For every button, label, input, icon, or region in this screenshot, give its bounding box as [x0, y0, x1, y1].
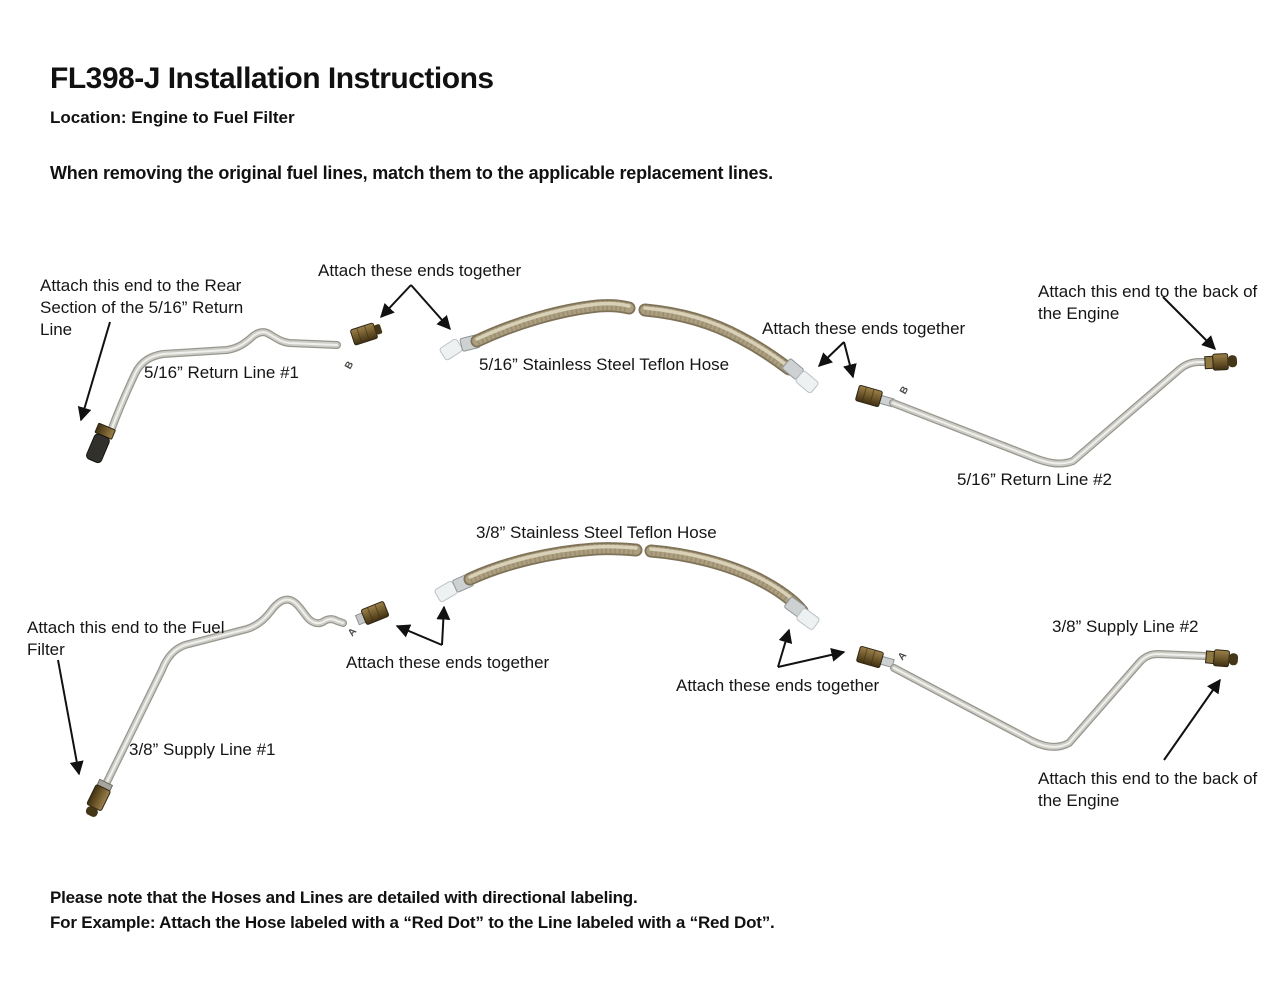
label-hose-5-16: 5/16” Stainless Steel Teflon Hose — [479, 355, 730, 374]
teflon-hose-5-16 — [439, 299, 819, 394]
label-supply-line-1: 3/8” Supply Line #1 — [129, 740, 276, 759]
annotation-attach-engine-bottom: Attach this end to the back of the Engin… — [1038, 768, 1268, 812]
arrow-fuel-filter — [57, 659, 84, 776]
annotation-line: Attach this end to the back of — [1038, 282, 1258, 301]
annotation-attach-engine-top: Attach this end to the back of the Engin… — [1038, 281, 1268, 325]
label-hose-3-8: 3/8” Stainless Steel Teflon Hose — [476, 523, 717, 542]
annotation-line: Filter — [27, 640, 65, 659]
arrow-rear-section — [77, 321, 111, 422]
supply-line-1-end-fitting — [85, 778, 114, 817]
location-subtitle: Location: Engine to Fuel Filter — [50, 108, 295, 127]
arrow-join3-up — [436, 605, 451, 646]
intro-instruction: When removing the original fuel lines, m… — [50, 163, 773, 183]
annotation-line: the Engine — [1038, 304, 1120, 323]
arrow-join2-right — [843, 341, 857, 379]
arrow-join4-up — [777, 628, 793, 668]
junction3-brass-fitting — [354, 601, 390, 626]
label-return-line-1: 5/16” Return Line #1 — [144, 363, 299, 382]
supply-line-1 — [85, 595, 347, 817]
annotation-attach-together-bottom-left: Attach these ends together — [346, 653, 550, 672]
supply-line-2 — [890, 649, 1239, 751]
annotation-line: Attach this end to the Fuel — [27, 618, 225, 637]
hose-3-8-right-cap — [796, 608, 820, 630]
page-title: FL398-J Installation Instructions — [50, 62, 494, 95]
footer-note-line1: Please note that the Hoses and Lines are… — [50, 888, 638, 907]
arrow-join4-right — [777, 647, 846, 668]
junction4-brass-fitting — [856, 645, 895, 669]
return-line-2-engine-fitting — [1204, 353, 1238, 371]
annotation-arrows — [57, 284, 1221, 776]
return-line-1-end-cap — [86, 422, 116, 464]
junction1-brass-fitting — [350, 322, 383, 346]
label-supply-line-2: 3/8” Supply Line #2 — [1052, 617, 1199, 636]
junction2-brass-fitting — [855, 384, 895, 408]
hose-5-16-right-cap — [795, 370, 819, 394]
footer-note-line2: For Example: Attach the Hose labeled wit… — [50, 913, 775, 932]
annotation-line: Attach this end to the Rear — [40, 276, 242, 295]
teflon-hose-3-8 — [434, 542, 820, 630]
annotation-attach-together-top-right: Attach these ends together — [762, 319, 966, 338]
hose-5-16-left-cap — [439, 338, 463, 361]
arrow-join1-right — [410, 284, 451, 331]
arrow-join3-left — [395, 624, 443, 646]
return-line-2 — [889, 353, 1238, 468]
label-return-line-2: 5/16” Return Line #2 — [957, 470, 1112, 489]
arrow-join1-left — [380, 284, 412, 319]
supply-line-2-engine-fitting — [1204, 649, 1239, 668]
annotation-line: Section of the 5/16” Return — [40, 298, 244, 317]
return-line-1 — [86, 328, 341, 464]
arrow-join2-left — [817, 341, 845, 367]
annotation-attach-together-top-left: Attach these ends together — [318, 261, 522, 280]
annotation-line: Line — [40, 320, 73, 339]
annotation-attach-fuel-filter: Attach this end to the Fuel Filter — [27, 617, 247, 661]
annotation-attach-together-bottom-right: Attach these ends together — [676, 676, 880, 695]
arrow-engine-top — [1162, 296, 1216, 350]
annotation-line: the Engine — [1038, 791, 1120, 810]
annotation-attach-rear-section: Attach this end to the Rear Section of t… — [40, 275, 270, 341]
arrow-engine-bottom — [1163, 678, 1221, 761]
annotation-line: Attach this end to the back of — [1038, 769, 1258, 788]
